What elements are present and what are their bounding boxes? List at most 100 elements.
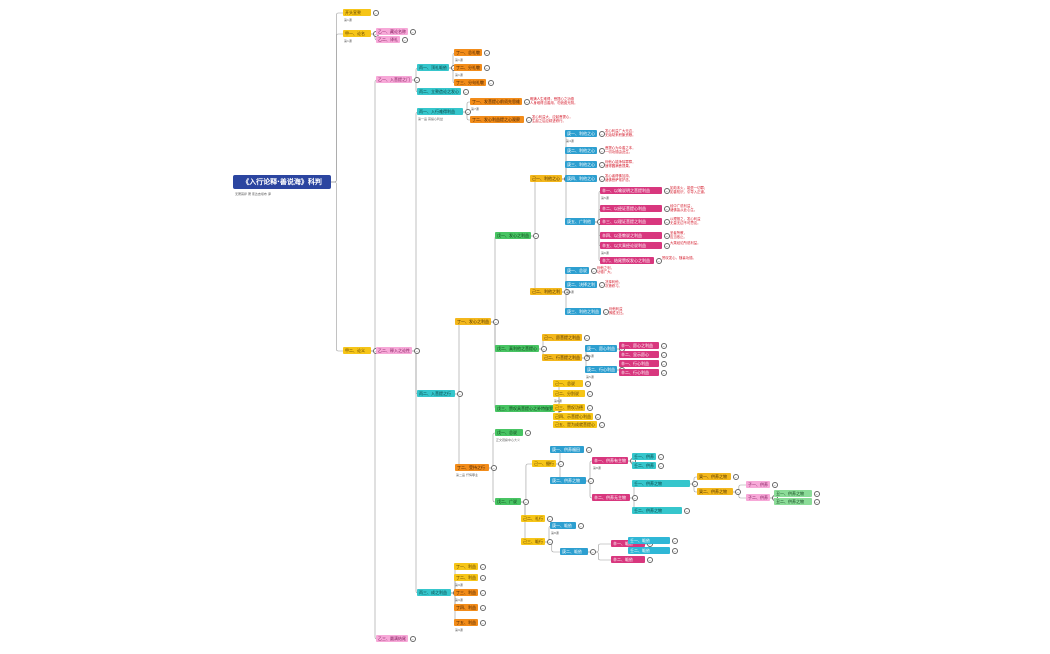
collapse-toggle-icon[interactable]: − [598, 162, 605, 168]
outline-node[interactable]: 庚二、利他之心 [565, 147, 597, 154]
collapse-toggle-icon[interactable]: − [487, 80, 494, 86]
outline-node[interactable]: 开头宣誓 [343, 9, 371, 16]
outline-node[interactable]: 辛一、以喻说明之菩提利益 [600, 187, 662, 194]
outline-node[interactable]: 丁二、发心利益提之心观察 [470, 116, 524, 123]
collapse-toggle-icon[interactable]: − [660, 352, 667, 358]
outline-node[interactable]: 己三、赞叹功德 [553, 404, 585, 411]
outline-node[interactable]: 庚二、行心利益 [585, 366, 617, 373]
outline-node[interactable]: 丁三、分句礼敬 [454, 79, 486, 86]
outline-node[interactable]: 丙三、成之利益 [417, 589, 451, 596]
outline-node[interactable]: 己一、利他之心 [530, 175, 562, 182]
outline-node[interactable]: 丁五、利益 [454, 619, 478, 626]
collapse-toggle-icon[interactable]: − [589, 549, 596, 555]
collapse-toggle-icon[interactable]: − [691, 481, 698, 487]
outline-node[interactable]: 乙一、入菩提之门 [376, 76, 412, 83]
collapse-toggle-icon[interactable]: − [660, 343, 667, 349]
collapse-toggle-icon[interactable]: − [683, 508, 690, 514]
collapse-toggle-icon[interactable]: − [522, 499, 529, 505]
outline-node[interactable]: 己三、皈行 [521, 538, 545, 545]
outline-node[interactable]: 己四、示菩提心利益 [553, 413, 593, 420]
collapse-toggle-icon[interactable]: − [532, 233, 539, 239]
collapse-toggle-icon[interactable]: − [401, 37, 408, 43]
collapse-toggle-icon[interactable]: − [413, 348, 420, 354]
collapse-toggle-icon[interactable]: − [479, 590, 486, 596]
outline-node[interactable]: 己二、礼行 [521, 515, 545, 522]
collapse-toggle-icon[interactable]: − [546, 539, 553, 545]
outline-node[interactable]: 戊二、真利他之菩提心 [495, 345, 539, 352]
outline-node[interactable]: 戊三、赞叹具菩提心之补特伽罗 [495, 405, 555, 412]
outline-node[interactable]: 己二、分别说 [553, 390, 585, 397]
collapse-toggle-icon[interactable]: − [657, 463, 664, 469]
collapse-toggle-icon[interactable]: − [598, 176, 605, 182]
collapse-toggle-icon[interactable]: − [663, 233, 670, 239]
collapse-toggle-icon[interactable]: − [409, 636, 416, 642]
outline-node[interactable]: 辛二、以经证菩提心利益 [600, 205, 662, 212]
outline-node[interactable]: 庚三、利他之心 [565, 161, 597, 168]
collapse-toggle-icon[interactable]: − [671, 538, 678, 544]
outline-node[interactable]: 己一、愿菩提之利益 [542, 334, 582, 341]
collapse-toggle-icon[interactable]: − [813, 499, 820, 505]
collapse-toggle-icon[interactable]: − [671, 548, 678, 554]
outline-node[interactable]: 辛二、显示愿心 [619, 351, 659, 358]
outline-node[interactable]: 壬一、供养之物 [632, 480, 690, 487]
outline-node[interactable]: 辛四、以圣教说之利益 [600, 232, 662, 239]
collapse-toggle-icon[interactable]: − [663, 188, 670, 194]
outline-node[interactable]: 戊一、发心之利益 [495, 232, 531, 239]
outline-node[interactable]: 丁三、利益 [454, 589, 478, 596]
collapse-toggle-icon[interactable]: − [660, 370, 667, 376]
outline-node[interactable]: 乙二、释入之论性 [376, 347, 412, 354]
outline-node[interactable]: 庚二、皈依 [560, 548, 588, 555]
collapse-toggle-icon[interactable]: − [598, 148, 605, 154]
collapse-toggle-icon[interactable]: − [456, 391, 463, 397]
collapse-toggle-icon[interactable]: − [598, 422, 605, 428]
outline-node[interactable]: 庚二、决择之利 [565, 281, 597, 288]
collapse-toggle-icon[interactable]: − [660, 361, 667, 367]
outline-node[interactable]: 甲一、论名 [343, 30, 371, 37]
collapse-toggle-icon[interactable]: − [557, 461, 564, 467]
outline-node[interactable]: 甲二、论义 [343, 347, 371, 354]
collapse-toggle-icon[interactable]: − [587, 478, 594, 484]
collapse-toggle-icon[interactable]: − [479, 564, 486, 570]
collapse-toggle-icon[interactable]: − [646, 557, 653, 563]
collapse-toggle-icon[interactable]: − [771, 482, 778, 488]
outline-node[interactable]: 辛一、愿心之利益 [619, 342, 659, 349]
collapse-toggle-icon[interactable]: − [590, 268, 597, 274]
collapse-toggle-icon[interactable]: − [563, 289, 570, 295]
outline-node[interactable]: 辛三、以理证菩提之利益 [600, 218, 662, 225]
outline-node[interactable]: 丁四、利益 [454, 604, 478, 611]
outline-node[interactable]: 丁二、分礼敬 [454, 64, 482, 71]
mind-map-root-title[interactable]: 《入行论释·善说海》科判 [233, 175, 331, 189]
collapse-toggle-icon[interactable]: − [655, 258, 662, 264]
outline-node[interactable]: 辛二、行心利益 [619, 369, 659, 376]
outline-node[interactable]: 辛一、行心利益 [619, 360, 659, 367]
collapse-toggle-icon[interactable]: − [813, 491, 820, 497]
collapse-toggle-icon[interactable]: − [631, 495, 638, 501]
outline-node[interactable]: 丑二、供养之物 [774, 498, 812, 505]
outline-node[interactable]: 己二、行菩提之利益 [542, 354, 582, 361]
collapse-toggle-icon[interactable]: − [525, 117, 532, 123]
outline-node[interactable]: 己二、利他之利 [530, 288, 562, 295]
collapse-toggle-icon[interactable]: − [479, 620, 486, 626]
outline-node[interactable]: 辛六、结尾赞叹发心之利益 [600, 257, 654, 264]
outline-node[interactable]: 庚一、愿心利益 [585, 345, 617, 352]
collapse-toggle-icon[interactable]: − [657, 454, 664, 460]
outline-node[interactable]: 壬二、皈依 [628, 547, 670, 554]
outline-node[interactable]: 丁二、受持之行 [455, 464, 489, 471]
collapse-toggle-icon[interactable]: − [483, 50, 490, 56]
collapse-toggle-icon[interactable]: − [583, 335, 590, 341]
outline-node[interactable]: 庚一、皈依 [550, 522, 576, 529]
collapse-toggle-icon[interactable]: − [598, 282, 605, 288]
collapse-toggle-icon[interactable]: − [598, 131, 605, 137]
collapse-toggle-icon[interactable]: − [523, 99, 530, 105]
outline-node[interactable]: 丑一、供养之物 [774, 490, 812, 497]
outline-node[interactable]: 丙一、顶礼皈依 [417, 64, 449, 71]
collapse-toggle-icon[interactable]: − [602, 309, 609, 315]
collapse-toggle-icon[interactable]: − [583, 355, 590, 361]
outline-node[interactable]: 庚一、利他之心 [565, 130, 597, 137]
outline-node[interactable]: 子二、供养 [746, 494, 770, 501]
outline-node[interactable]: 丁一、利益 [454, 563, 478, 570]
collapse-toggle-icon[interactable]: − [734, 489, 741, 495]
collapse-toggle-icon[interactable]: − [546, 516, 553, 522]
collapse-toggle-icon[interactable]: − [462, 89, 469, 95]
outline-node[interactable]: 壬一、供养 [632, 453, 656, 460]
